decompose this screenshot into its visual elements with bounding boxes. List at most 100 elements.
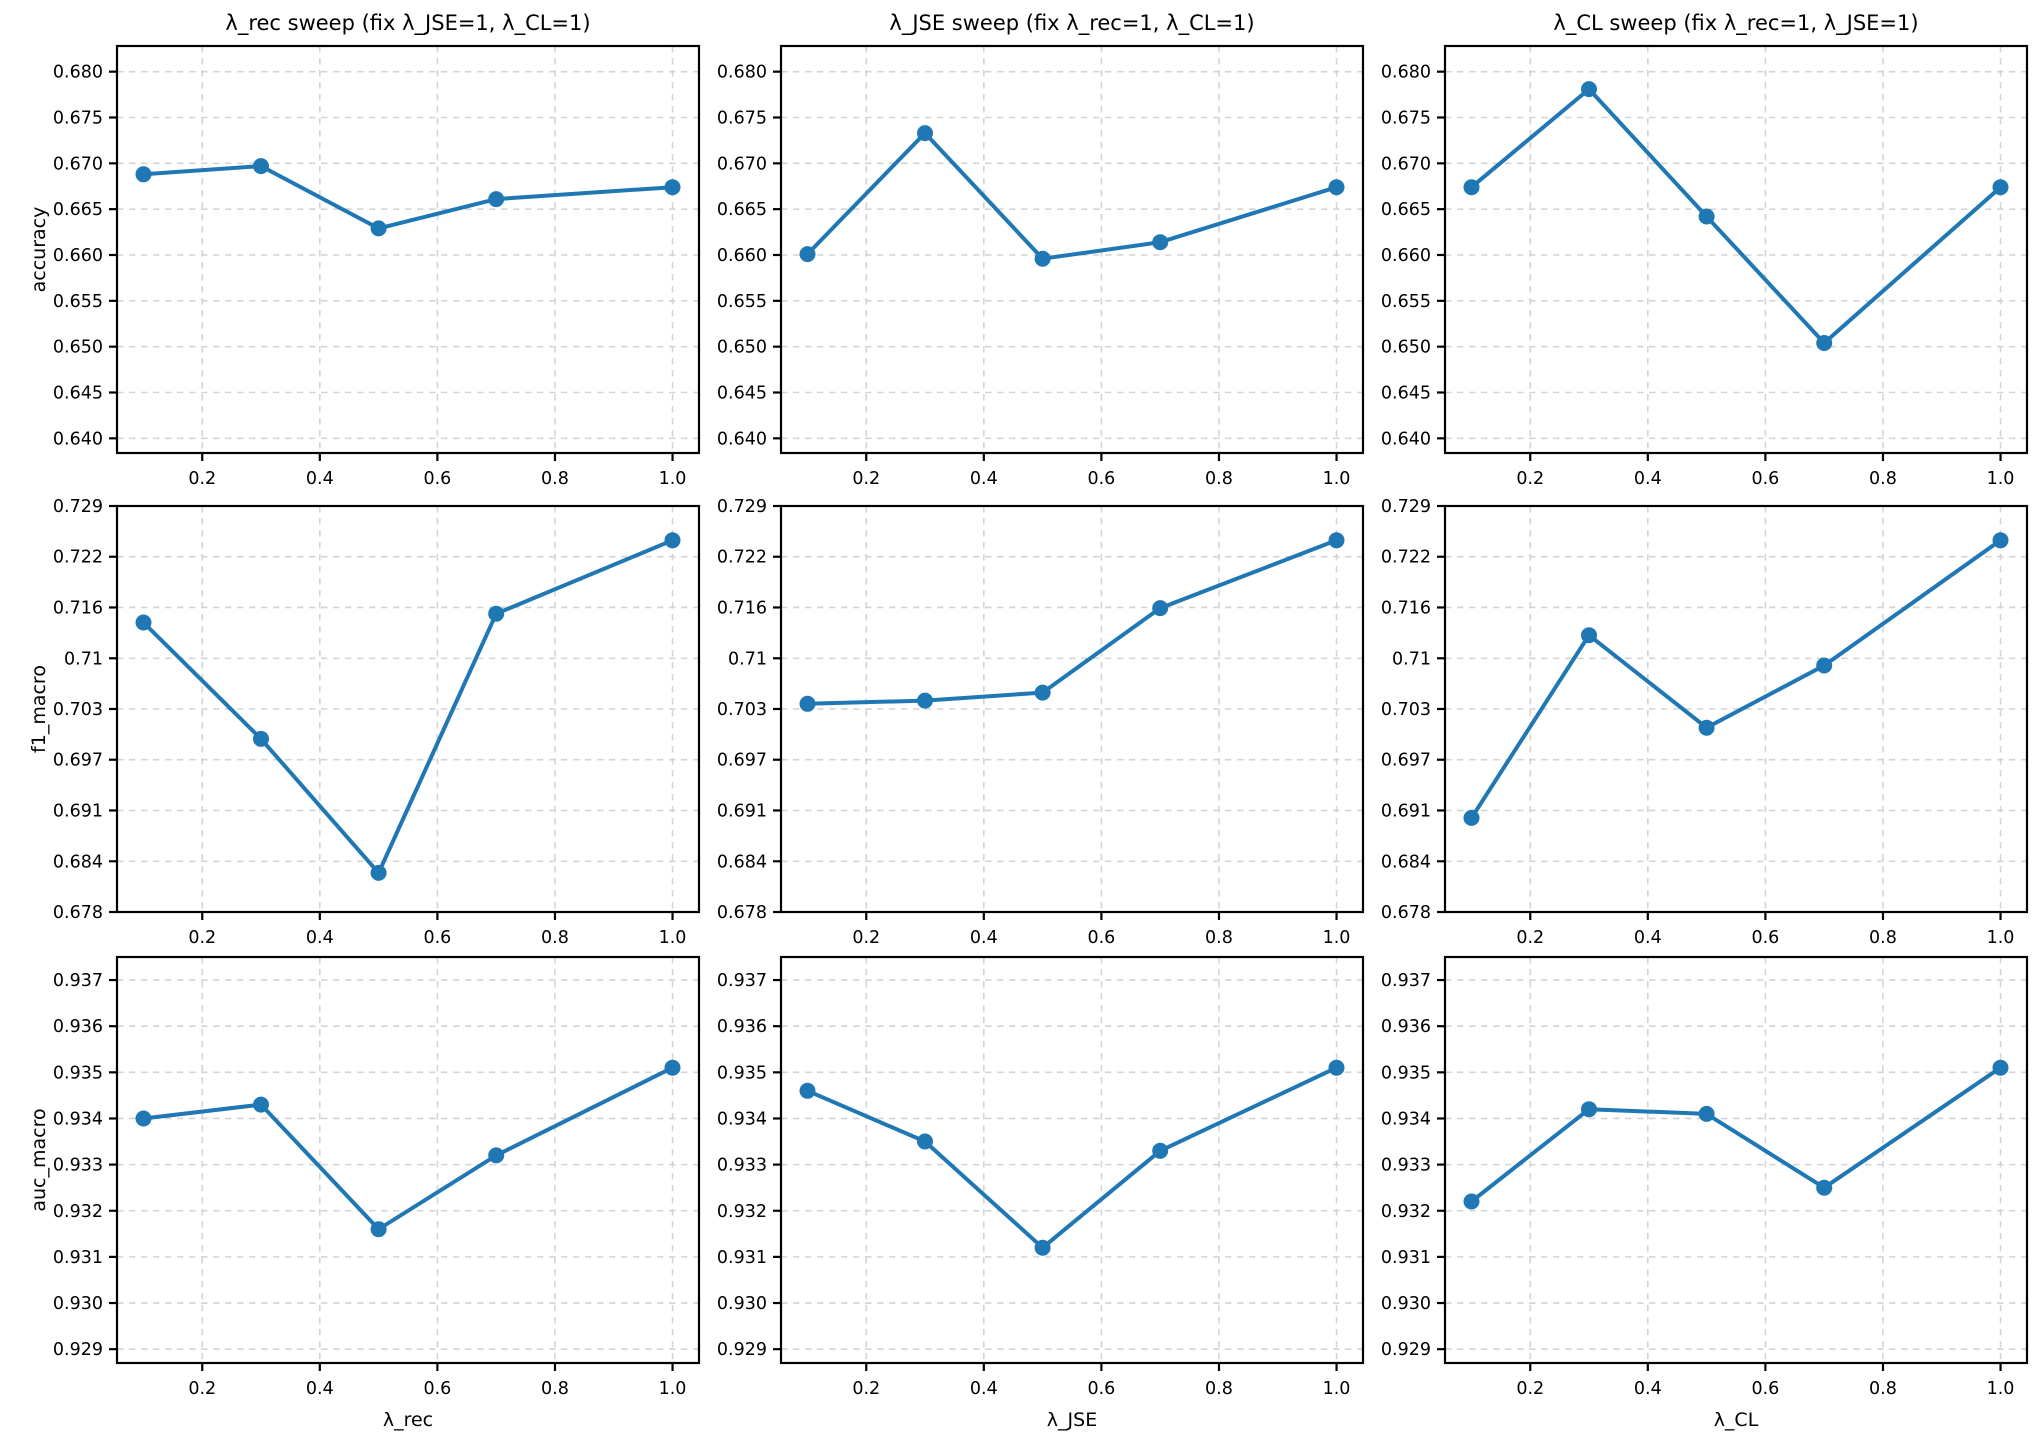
y-tick-label: 0.640 (53, 429, 103, 449)
y-tick-label: 0.936 (1381, 1017, 1431, 1037)
y-tick-label: 0.934 (717, 1109, 767, 1129)
data-point-marker (253, 158, 269, 175)
y-tick-label: 0.934 (53, 1109, 103, 1129)
x-tick-label: 0.8 (1205, 1379, 1233, 1399)
data-point-marker (370, 864, 387, 881)
x-tick-label: 0.2 (852, 469, 880, 489)
y-tick-label: 0.722 (53, 548, 103, 568)
y-tick-label: 0.931 (53, 1248, 103, 1268)
y-tick-label: 0.932 (53, 1202, 103, 1222)
y-axis-label: accuracy (28, 207, 50, 293)
data-point-marker (1152, 600, 1169, 617)
axes-spine (1443, 44, 2029, 455)
data-point-marker (1816, 1179, 1833, 1196)
data-point-marker (1581, 1101, 1597, 1118)
x-tick-label: 0.6 (1087, 1379, 1115, 1399)
y-tick-label: 0.670 (53, 154, 103, 174)
data-point-marker (1698, 208, 1715, 225)
x-tick-label: 1.0 (1987, 1379, 2015, 1399)
x-tick-label: 1.0 (1323, 1379, 1351, 1399)
x-tick-label: 1.0 (1987, 928, 2015, 948)
y-tick-label: 0.670 (717, 154, 767, 174)
y-tick-label: 0.640 (717, 429, 767, 449)
x-axis-label: λ_rec (383, 1409, 433, 1431)
x-tick-label: 1.0 (1323, 928, 1351, 948)
data-point-marker (1034, 1239, 1051, 1256)
y-tick-label: 0.932 (1381, 1202, 1431, 1222)
y-tick-label: 0.684 (717, 852, 767, 872)
x-tick-label: 0.2 (188, 928, 216, 948)
y-tick-label: 0.930 (1381, 1294, 1431, 1314)
y-tick-label: 0.697 (53, 751, 103, 771)
x-tick-label: 0.2 (852, 1379, 880, 1399)
x-tick-label: 0.6 (1751, 928, 1779, 948)
x-tick-label: 0.6 (1751, 469, 1779, 489)
data-point-marker (1034, 250, 1051, 267)
x-axis-label: λ_JSE (1047, 1409, 1097, 1431)
y-tick-label: 0.650 (717, 338, 767, 358)
y-tick-label: 0.650 (1381, 338, 1431, 358)
y-tick-label: 0.935 (717, 1063, 767, 1083)
y-tick-label: 0.937 (717, 971, 767, 991)
x-tick-label: 0.2 (1516, 928, 1544, 948)
y-tick-label: 0.929 (717, 1340, 767, 1360)
y-tick-label: 0.71 (64, 649, 103, 669)
y-axis-label: auc_macro (28, 1108, 50, 1211)
data-point-marker (1581, 627, 1597, 644)
y-tick-label: 0.933 (1381, 1156, 1431, 1176)
y-tick-label: 0.931 (1381, 1248, 1431, 1268)
data-point-marker (1816, 335, 1833, 351)
data-point-marker (1328, 1059, 1345, 1076)
x-tick-label: 0.6 (423, 1379, 451, 1399)
x-tick-label: 0.4 (1634, 1379, 1662, 1399)
y-tick-label: 0.691 (1381, 801, 1431, 821)
y-tick-label: 0.703 (1381, 700, 1431, 720)
data-point-marker (1034, 684, 1051, 701)
data-point-marker (1328, 532, 1345, 549)
x-tick-label: 0.4 (970, 1379, 998, 1399)
y-tick-label: 0.716 (1381, 598, 1431, 618)
x-tick-label: 0.4 (1634, 469, 1662, 489)
x-tick-label: 0.8 (1869, 1379, 1897, 1399)
data-point-marker (664, 1059, 681, 1076)
y-tick-label: 0.645 (1381, 384, 1431, 404)
y-tick-label: 0.722 (717, 548, 767, 568)
y-tick-label: 0.675 (53, 109, 103, 129)
subplot-title: λ_rec sweep (fix λ_JSE=1, λ_CL=1) (225, 11, 590, 36)
data-point-marker (1698, 1105, 1715, 1122)
subplot-auc-macro-vs-lambda-rec: 0.2 0.4 0.6 0.8 1.0 0.929 0.930 0.931 0.932 0.933… (28, 955, 701, 1431)
data-point-marker (1816, 657, 1833, 674)
axes-spine (115, 44, 701, 455)
x-tick-label: 0.8 (541, 1379, 569, 1399)
data-point-marker (799, 246, 816, 263)
data-point-marker (488, 605, 505, 622)
x-tick-label: 1.0 (1987, 469, 2015, 489)
y-tick-label: 0.933 (53, 1156, 103, 1176)
data-point-marker (488, 1147, 505, 1164)
y-tick-label: 0.691 (53, 801, 103, 821)
data-point-marker (799, 1082, 816, 1099)
x-tick-label: 0.6 (1087, 469, 1115, 489)
y-tick-label: 0.660 (717, 246, 767, 266)
data-point-marker (1992, 179, 2009, 196)
x-tick-label: 0.6 (423, 469, 451, 489)
y-tick-label: 0.678 (1381, 903, 1431, 923)
x-tick-label: 1.0 (659, 1379, 687, 1399)
x-tick-label: 1.0 (1323, 469, 1351, 489)
x-tick-label: 0.8 (1205, 928, 1233, 948)
data-point-marker (917, 125, 933, 142)
y-tick-label: 0.729 (1381, 497, 1431, 517)
data-point-marker (1698, 719, 1715, 736)
y-tick-label: 0.665 (717, 200, 767, 220)
y-tick-label: 0.935 (1381, 1063, 1431, 1083)
data-point-marker (799, 695, 816, 712)
y-tick-label: 0.934 (1381, 1109, 1431, 1129)
y-tick-label: 0.665 (1381, 200, 1431, 220)
y-tick-label: 0.716 (53, 598, 103, 618)
y-tick-label: 0.650 (53, 338, 103, 358)
x-tick-label: 0.2 (1516, 469, 1544, 489)
axes-spine (779, 955, 1365, 1365)
y-tick-label: 0.645 (53, 384, 103, 404)
y-tick-label: 0.655 (53, 292, 103, 312)
x-tick-label: 0.6 (1087, 928, 1115, 948)
